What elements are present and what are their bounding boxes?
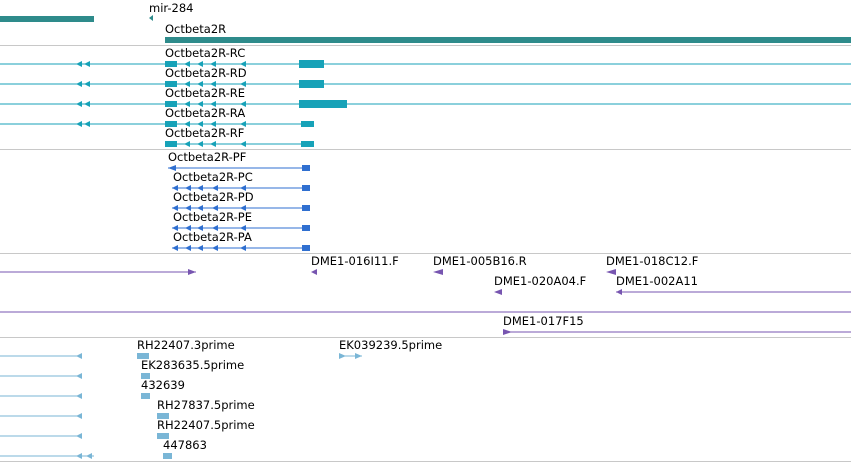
transcript-rf-model[interactable] — [165, 141, 314, 147]
protein-pc-model[interactable] — [172, 185, 310, 191]
clone-label: DME1-002A11 — [616, 274, 698, 288]
clone-feature[interactable] — [494, 289, 502, 295]
transcript-label: Octbeta2R-RE — [165, 86, 246, 100]
track-separator — [0, 149, 851, 150]
est-track — [0, 353, 362, 459]
est-feature[interactable] — [0, 353, 82, 359]
est-feature[interactable] — [0, 413, 82, 419]
est-label: EK283635.5prime — [141, 358, 245, 372]
mirna-label: mir-284 — [149, 1, 194, 15]
est-feature[interactable] — [0, 393, 82, 399]
transcript-label: Octbeta2R-RD — [165, 66, 247, 80]
protein-label: Octbeta2R-PF — [168, 150, 247, 164]
transcript-track — [0, 60, 851, 147]
clone-feature[interactable] — [311, 269, 317, 275]
est-feature[interactable] — [141, 373, 150, 379]
track-separator — [0, 45, 851, 46]
protein-pd-model[interactable] — [172, 205, 310, 211]
mirna-feature[interactable] — [149, 15, 153, 21]
clone-label: DME1-016I11.F — [311, 254, 399, 268]
clone-label: DME1-018C12.F — [606, 254, 699, 268]
est-feature[interactable] — [163, 453, 172, 459]
est-label: RH27837.5prime — [157, 398, 255, 412]
transcript-rd-model[interactable] — [0, 80, 851, 88]
clone-feature[interactable] — [0, 269, 196, 275]
clone-label: DME1-017F15 — [503, 314, 584, 328]
gene-feature[interactable] — [0, 16, 94, 22]
clone-feature[interactable] — [433, 269, 443, 275]
clone-feature[interactable] — [606, 269, 616, 275]
clone-feature[interactable] — [616, 289, 851, 295]
est-feature[interactable] — [0, 433, 82, 439]
est-feature[interactable] — [0, 373, 82, 379]
est-label: 447863 — [163, 438, 207, 452]
gene-label: Octbeta2R — [165, 22, 227, 36]
clone-label: DME1-020A04.F — [494, 274, 587, 288]
est-label: 432639 — [141, 378, 185, 392]
transcript-rc-model[interactable] — [0, 60, 851, 68]
protein-label: Octbeta2R-PC — [173, 170, 253, 184]
protein-label: Octbeta2R-PE — [173, 210, 253, 224]
track-separator — [0, 337, 851, 338]
est-label: RH22407.5prime — [157, 418, 255, 432]
protein-pf-model[interactable] — [168, 165, 310, 171]
protein-track — [168, 165, 310, 251]
transcript-label: Octbeta2R-RA — [165, 106, 246, 120]
gene-octbeta2r-feature[interactable] — [165, 37, 851, 43]
est-feature[interactable] — [141, 393, 150, 399]
track-separator — [0, 253, 851, 254]
est-feature[interactable] — [339, 353, 362, 359]
transcript-label: Octbeta2R-RC — [165, 46, 246, 60]
protein-label: Octbeta2R-PD — [173, 190, 254, 204]
transcript-re-model[interactable] — [0, 100, 851, 108]
clone-label: DME1-005B16.R — [433, 254, 527, 268]
est-label: RH22407.3prime — [137, 338, 235, 352]
clone-track — [0, 269, 851, 335]
est-feature[interactable] — [137, 353, 149, 359]
protein-pa-model[interactable] — [172, 245, 310, 251]
clone-feature[interactable] — [503, 329, 851, 335]
protein-label: Octbeta2R-PA — [173, 230, 252, 244]
est-feature[interactable] — [157, 413, 169, 419]
transcript-label: Octbeta2R-RF — [165, 126, 245, 140]
est-label: EK039239.5prime — [339, 338, 443, 352]
est-feature[interactable] — [0, 453, 94, 459]
est-feature[interactable] — [157, 433, 169, 439]
gene-track — [0, 15, 851, 43]
transcript-ra-model[interactable] — [0, 121, 314, 127]
protein-pe-model[interactable] — [172, 225, 310, 231]
